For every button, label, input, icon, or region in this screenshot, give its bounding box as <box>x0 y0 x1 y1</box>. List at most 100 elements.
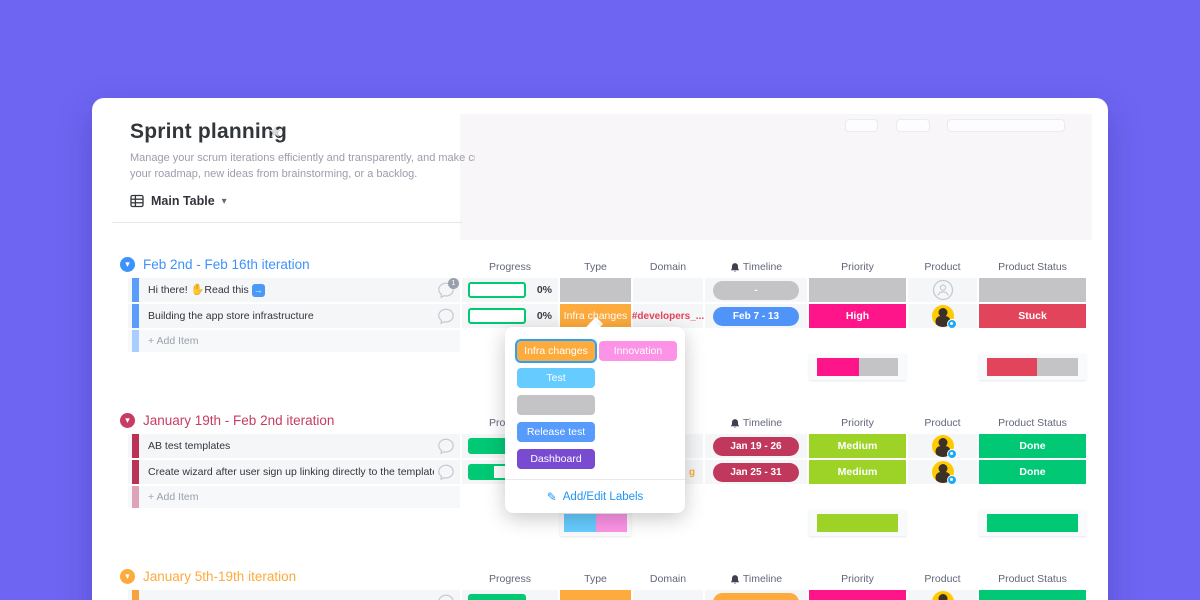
item-name-cell[interactable]: AB test templates <box>128 434 460 458</box>
col-product: Product <box>924 261 961 273</box>
col-timeline: Timeline <box>705 261 807 273</box>
col-progress: Progress <box>488 573 531 585</box>
status-cell[interactable]: Done <box>979 434 1086 458</box>
col-timeline: Timeline <box>705 573 807 585</box>
priority-cell[interactable] <box>809 590 906 600</box>
priority-summary <box>809 354 906 380</box>
type-cell[interactable] <box>560 590 631 600</box>
chat-bubble-icon[interactable] <box>437 593 455 600</box>
group-color-bar <box>132 278 139 302</box>
priority-cell[interactable]: Medium <box>809 460 906 484</box>
col-product: Product <box>924 417 961 429</box>
item-name-cell[interactable]: Create wizard after user sign up linking… <box>128 460 460 484</box>
group-color-bar <box>132 486 139 508</box>
tab-main-table[interactable]: Main Table ▾ <box>130 194 227 208</box>
type-cell-empty[interactable] <box>560 278 631 302</box>
priority-cell-empty[interactable] <box>809 278 906 302</box>
chat-bubble-icon[interactable] <box>437 307 455 325</box>
chat-count-badge: 1 <box>448 278 459 289</box>
chat-bubble-icon[interactable] <box>437 463 455 481</box>
domain-cell[interactable]: #developers_... <box>632 304 704 328</box>
item-name-cell[interactable] <box>128 590 460 600</box>
product-cell <box>908 304 977 329</box>
progress-percent: 0% <box>536 284 552 296</box>
label-option-dashboard[interactable]: Dashboard <box>517 449 595 469</box>
item-name: Create wizard after user sign up linking… <box>148 466 434 478</box>
progress-cell[interactable] <box>462 590 558 600</box>
toolbar-ghost-button-3[interactable] <box>947 119 1065 132</box>
avatar-badge-icon <box>946 319 957 329</box>
avatar[interactable] <box>931 305 957 329</box>
group-collapse-icon[interactable]: ▾ <box>120 569 135 584</box>
item-name-cell[interactable]: Building the app store infrastructure <box>128 304 460 328</box>
col-type: Type <box>584 261 607 273</box>
bell-icon <box>730 418 740 428</box>
group-collapse-icon[interactable]: ▾ <box>120 413 135 428</box>
label-option-release-test[interactable]: Release test <box>517 422 595 442</box>
item-name-cell[interactable]: Hi there! ✋Read this → 1 <box>128 278 460 302</box>
label-option-test[interactable]: Test <box>517 368 595 388</box>
arrow-emoji-icon: → <box>251 283 265 297</box>
status-summary <box>979 354 1086 380</box>
add-item-row: + Add Item <box>128 486 1086 508</box>
group-title[interactable]: January 5th-19th iteration <box>143 569 297 584</box>
timeline-pill[interactable] <box>713 592 799 600</box>
empty-avatar-icon[interactable] <box>932 279 954 301</box>
add-item-button[interactable]: + Add Item <box>128 330 460 352</box>
table-row: Hi there! ✋Read this → 1 0% - <box>128 278 1086 302</box>
chat-bubble-icon[interactable] <box>437 437 455 455</box>
avatar-badge-icon <box>946 449 957 459</box>
status-cell[interactable] <box>979 590 1086 600</box>
label-option-innovation[interactable]: Innovation <box>599 341 677 361</box>
add-edit-labels-button[interactable]: ✎ Add/Edit Labels <box>505 479 685 513</box>
add-edit-labels-label: Add/Edit Labels <box>562 490 644 503</box>
label-option-blank[interactable] <box>517 395 595 415</box>
status-summary <box>979 510 1086 536</box>
bell-icon <box>730 574 740 584</box>
group-header-feb[interactable]: ▾ Feb 2nd - Feb 16th iteration <box>120 257 310 272</box>
group-color-bar <box>132 460 139 484</box>
product-cell <box>908 590 977 600</box>
timeline-pill[interactable]: Jan 25 - 31 <box>713 462 799 482</box>
status-cell[interactable]: Stuck <box>979 304 1086 328</box>
group-color-bar <box>132 330 139 352</box>
favorite-star-icon[interactable]: ★ <box>268 124 283 141</box>
progress-cell[interactable]: 0% <box>462 278 558 302</box>
label-option-infra-changes[interactable]: Infra changes <box>515 339 597 363</box>
table-row <box>128 590 1086 600</box>
item-name: AB test templates <box>148 440 231 452</box>
chevron-down-icon: ▾ <box>221 195 227 207</box>
avatar[interactable] <box>931 435 957 459</box>
add-item-button[interactable]: + Add Item <box>128 486 460 508</box>
col-type: Type <box>584 573 607 585</box>
board-description-line2: your roadmap, new ideas from brainstormi… <box>130 168 418 180</box>
status-cell[interactable]: Done <box>979 460 1086 484</box>
wave-emoji-icon: ✋ <box>190 284 205 297</box>
timeline-pill[interactable]: Jan 19 - 26 <box>713 436 799 456</box>
group-color-bar <box>132 304 139 328</box>
chat-bubble-icon[interactable]: 1 <box>437 278 459 299</box>
timeline-cell: Jan 19 - 26 <box>705 434 807 458</box>
priority-cell[interactable]: High <box>809 304 906 328</box>
product-cell <box>908 278 977 302</box>
domain-cell[interactable] <box>633 590 703 600</box>
priority-cell[interactable]: Medium <box>809 434 906 458</box>
col-progress: Progress <box>488 261 531 273</box>
group-title[interactable]: January 19th - Feb 2nd iteration <box>143 413 335 428</box>
product-cell <box>908 434 977 459</box>
group-title[interactable]: Feb 2nd - Feb 16th iteration <box>143 257 310 272</box>
progress-cell[interactable]: 0% <box>462 304 558 328</box>
col-priority: Priority <box>841 573 874 585</box>
timeline-pill[interactable]: Feb 7 - 13 <box>713 306 799 326</box>
avatar[interactable] <box>931 461 957 485</box>
col-domain: Domain <box>649 573 687 585</box>
toolbar-ghost-button-2[interactable] <box>896 119 930 132</box>
group-header-jan5[interactable]: ▾ January 5th-19th iteration <box>120 569 296 584</box>
timeline-pill[interactable]: - <box>713 280 799 300</box>
avatar[interactable] <box>931 591 954 600</box>
group-header-jan19[interactable]: ▾ January 19th - Feb 2nd iteration <box>120 413 334 428</box>
group-collapse-icon[interactable]: ▾ <box>120 257 135 272</box>
status-cell-empty[interactable] <box>979 278 1086 302</box>
toolbar-ghost-button-1[interactable] <box>845 119 878 132</box>
domain-cell-empty[interactable] <box>633 278 703 302</box>
